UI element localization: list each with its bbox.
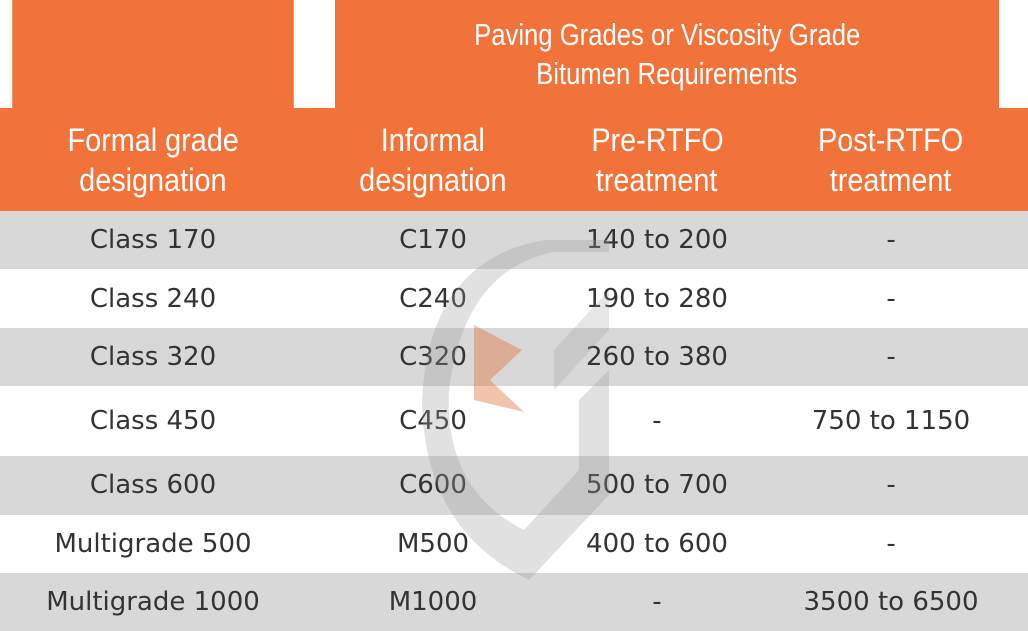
- table-row: Class 240 C240 190 to 280 -: [0, 269, 1028, 327]
- header-columns-row: Formal grade designation Informal design…: [0, 108, 1028, 211]
- cell-pre: -: [652, 406, 662, 437]
- table-row: Class 170 C170 140 to 200 -: [0, 211, 1028, 270]
- column-header-post-line2: treatment: [830, 161, 952, 198]
- cell-formal: Class 320: [0, 327, 306, 387]
- group-title-line2: Bitumen Requirements: [536, 56, 798, 91]
- cell-formal: Multigrade 500: [54, 528, 252, 559]
- header-group-title: Paving Grades or Viscosity Grade Bitumen…: [334, 0, 1000, 108]
- cell-formal: Class 170: [0, 211, 306, 270]
- column-header-pre-line1: Pre-RTFO: [590, 121, 724, 158]
- cell-informal: C240: [399, 283, 467, 314]
- cell-post: 3500 to 6500: [754, 572, 1028, 631]
- column-header-informal-line1: Informal: [380, 121, 486, 158]
- table-row: Class 450 C450 - 750 to 1150: [0, 386, 1028, 456]
- cell-pre: 140 to 200: [560, 211, 754, 270]
- column-header-pre-line2: treatment: [596, 161, 718, 198]
- cell-post: 750 to 1150: [811, 406, 971, 437]
- cell-informal: C170: [306, 211, 560, 270]
- column-header-post-rtfo: Post-RTFO treatment: [754, 108, 1028, 211]
- header-group-row: Paving Grades or Viscosity Grade Bitumen…: [0, 0, 1028, 108]
- cell-formal: Class 450: [89, 406, 217, 437]
- cell-pre: -: [560, 572, 754, 631]
- cell-pre: 260 to 380: [560, 327, 754, 387]
- cell-formal: Class 600: [0, 456, 306, 515]
- column-header-informal: Informal designation: [306, 108, 560, 211]
- column-header-pre-rtfo: Pre-RTFO treatment: [560, 108, 754, 211]
- column-header-formal-line2: designation: [79, 161, 227, 198]
- cell-informal: C320: [306, 327, 560, 387]
- cell-post: -: [886, 528, 896, 559]
- cell-post: -: [754, 327, 1028, 387]
- column-header-formal: Formal grade designation: [0, 108, 306, 211]
- cell-formal: Multigrade 1000: [0, 572, 306, 631]
- cell-post: -: [886, 283, 896, 314]
- cell-informal: M1000: [306, 572, 560, 631]
- cell-pre: 190 to 280: [586, 283, 728, 314]
- column-header-formal-line1: Formal grade: [67, 121, 239, 158]
- cell-informal: C600: [306, 456, 560, 515]
- table-row: Multigrade 500 M500 400 to 600 -: [0, 515, 1028, 573]
- table-row: Class 600 C600 500 to 700 -: [0, 456, 1028, 515]
- column-header-informal-line2: designation: [359, 161, 507, 198]
- cell-informal: M500: [396, 528, 470, 559]
- cell-post: -: [754, 211, 1028, 270]
- header-empty-cell: [12, 0, 294, 108]
- column-header-post-line1: Post-RTFO: [818, 121, 964, 158]
- cell-pre: 400 to 600: [586, 528, 728, 559]
- cell-formal: Class 240: [89, 283, 217, 314]
- table-row: Multigrade 1000 M1000 - 3500 to 6500: [0, 572, 1028, 631]
- cell-informal: C450: [399, 406, 467, 437]
- cell-post: -: [754, 456, 1028, 515]
- group-title-line1: Paving Grades or Viscosity Grade: [473, 17, 861, 52]
- cell-pre: 500 to 700: [560, 456, 754, 515]
- table-row: Class 320 C320 260 to 380 -: [0, 327, 1028, 387]
